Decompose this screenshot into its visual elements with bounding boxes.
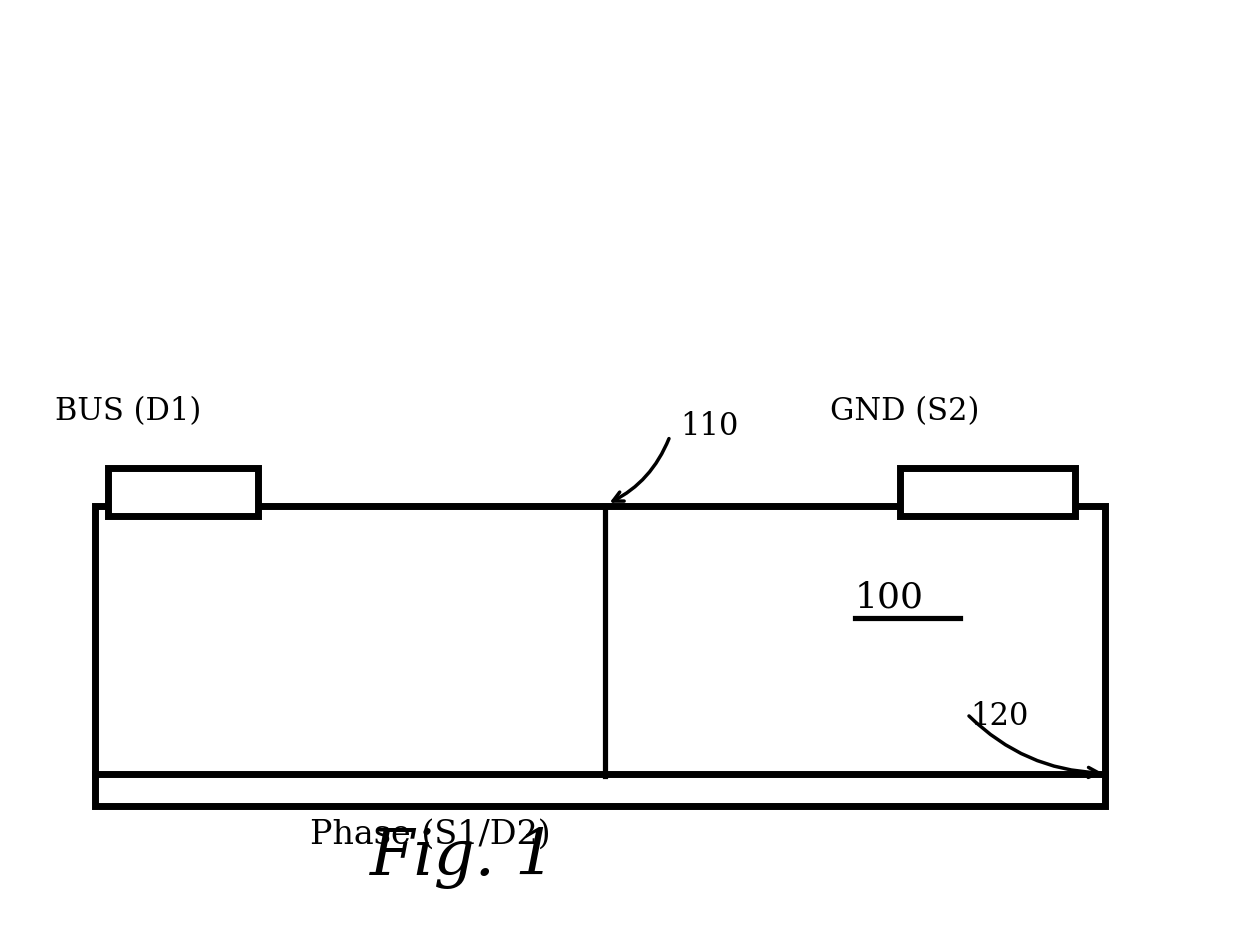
Text: 100: 100 [856,579,924,613]
Text: 120: 120 [970,701,1028,732]
Bar [108,469,258,517]
Bar [95,506,1105,776]
Text: Phase (S1/D2): Phase (S1/D2) [310,818,551,850]
Text: Fig. 1: Fig. 1 [370,826,557,888]
Bar [900,469,1075,517]
Bar [95,774,1105,806]
Text: GND (S2): GND (S2) [830,396,980,427]
Text: 110: 110 [680,411,738,442]
Text: BUS (D1): BUS (D1) [55,396,201,427]
